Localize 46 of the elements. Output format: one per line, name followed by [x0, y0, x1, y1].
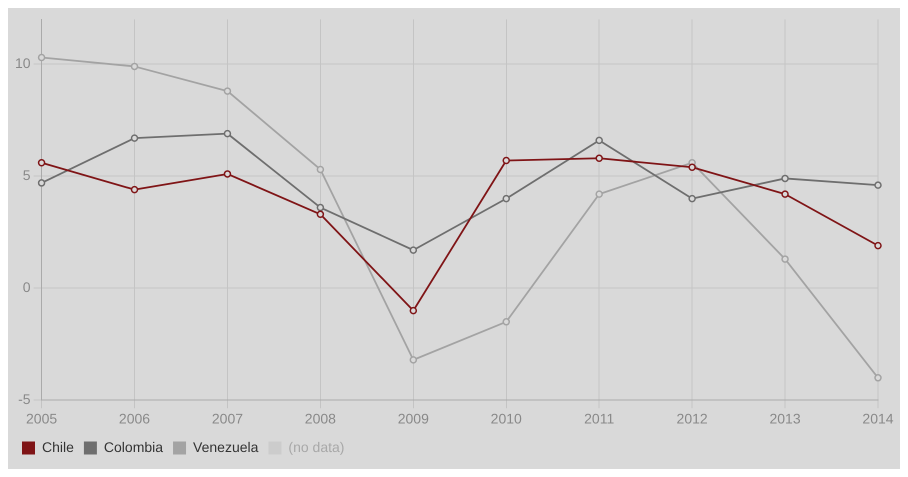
point: [130, 62, 138, 70]
legend-label: Chile: [42, 438, 74, 455]
x-tick-label: 2012: [676, 410, 708, 426]
point: [316, 204, 324, 212]
point: [502, 194, 510, 202]
point: [595, 154, 603, 162]
point: [38, 159, 46, 167]
point: [595, 190, 603, 198]
point: [874, 374, 882, 382]
point: [130, 186, 138, 194]
point: [410, 356, 418, 364]
point: [224, 170, 232, 178]
point: [38, 54, 46, 62]
x-tick-label: 2010: [490, 410, 522, 426]
x-tick-label: 2007: [212, 410, 244, 426]
legend-label: Venezuela: [193, 438, 259, 455]
point: [224, 130, 232, 138]
point: [688, 194, 696, 202]
point: [781, 255, 789, 263]
x-tick-label: 2009: [398, 410, 430, 426]
point: [781, 174, 789, 182]
x-tick-label: 2008: [304, 410, 336, 426]
x-tick-label: 2014: [862, 410, 894, 426]
x-tick-label: 2011: [584, 410, 614, 426]
point: [874, 181, 882, 189]
point: [130, 134, 138, 142]
point: [874, 242, 882, 250]
x-tick-label: 2005: [26, 410, 58, 426]
point: [410, 246, 418, 254]
y-tick-label: -5: [18, 391, 31, 408]
y-tick-label: 5: [22, 167, 31, 184]
point: [38, 179, 46, 187]
point: [688, 163, 696, 171]
point: [502, 156, 510, 164]
x-tick-label: 2013: [769, 410, 801, 426]
point: [224, 87, 232, 95]
x-tick-label: 2006: [118, 410, 150, 426]
point: [781, 190, 789, 198]
point: [316, 166, 324, 174]
y-tick-label: 0: [22, 279, 31, 296]
point: [410, 306, 418, 314]
point: [502, 318, 510, 326]
point: [595, 136, 603, 144]
y-tick-label: 10: [14, 55, 31, 72]
legend-label: Colombia: [104, 438, 164, 455]
point: [316, 210, 324, 218]
